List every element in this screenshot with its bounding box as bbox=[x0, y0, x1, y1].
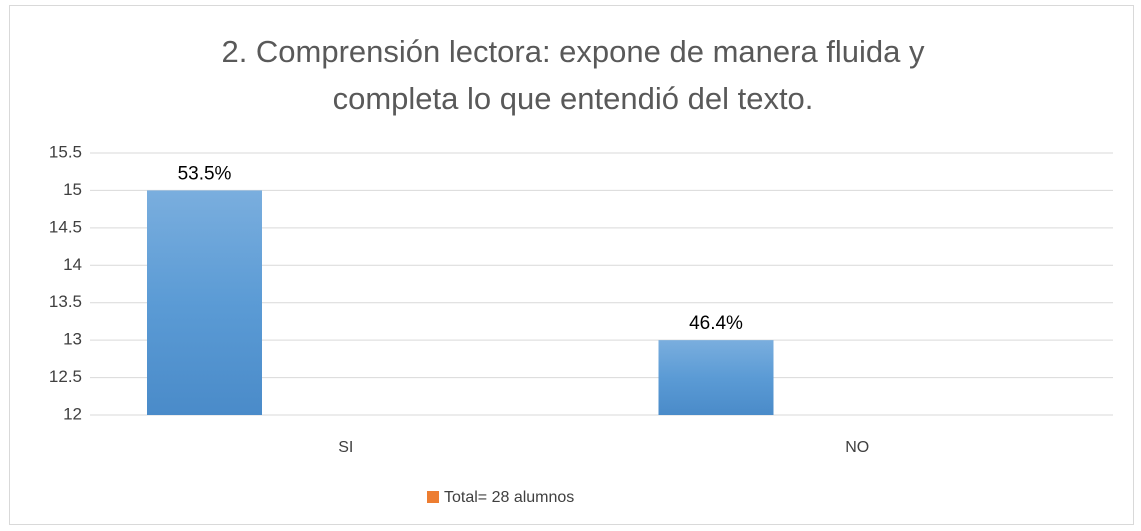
y-tick-label: 14 bbox=[63, 255, 82, 274]
y-tick-label: 13 bbox=[63, 330, 82, 349]
data-label: 53.5% bbox=[178, 163, 232, 184]
bar bbox=[147, 190, 262, 415]
y-tick-label: 12.5 bbox=[49, 367, 82, 386]
y-tick-label: 15.5 bbox=[49, 142, 82, 161]
y-tick-label: 15 bbox=[63, 180, 82, 199]
y-tick-label: 12 bbox=[63, 404, 82, 423]
bar bbox=[658, 340, 774, 415]
y-tick-label: 14.5 bbox=[49, 217, 82, 236]
legend-swatch bbox=[427, 491, 439, 503]
legend-label: Total= 28 alumnos bbox=[444, 489, 574, 506]
x-tick-label: SI bbox=[338, 439, 353, 456]
chart-title: 2. Comprensión lectora: expone de manera… bbox=[221, 34, 925, 69]
chart-title: completa lo que entendió del texto. bbox=[333, 81, 814, 116]
y-tick-label: 13.5 bbox=[49, 292, 82, 311]
data-label: 46.4% bbox=[689, 313, 743, 334]
x-tick-label: NO bbox=[845, 439, 869, 456]
